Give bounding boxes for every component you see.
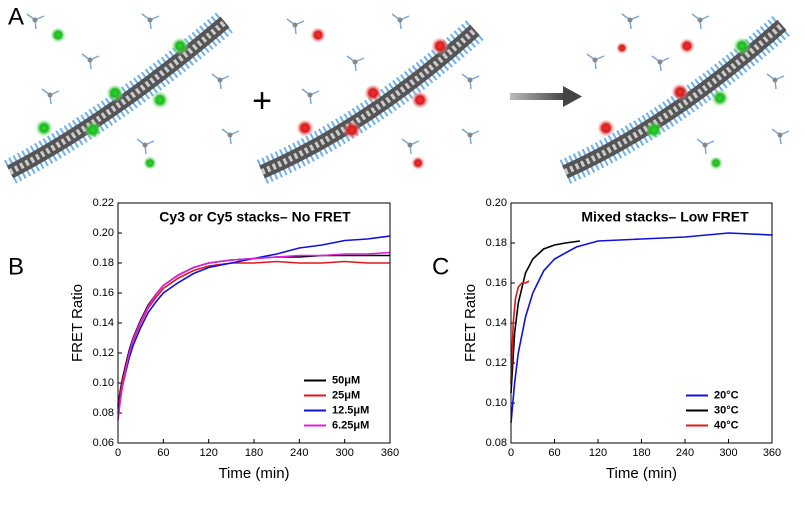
x-tick-label: 300 <box>335 447 353 459</box>
data-line <box>117 260 390 409</box>
y-tick-label: 0.12 <box>486 357 507 369</box>
x-tick-label: 240 <box>290 447 308 459</box>
y-tick-label: 0.10 <box>486 397 507 409</box>
y-tick-label: 0.20 <box>486 197 507 209</box>
x-tick-label: 60 <box>548 447 560 459</box>
legend-label: 6.25μM <box>332 419 369 431</box>
x-axis-label: Time (min) <box>606 465 677 482</box>
y-tick-label: 0.18 <box>93 257 114 269</box>
y-tick-label: 0.22 <box>93 197 114 209</box>
caption: Cy3 or Cy5 stacks– No FRET <box>159 209 351 225</box>
x-tick-label: 240 <box>676 447 694 459</box>
y-tick-label: 0.16 <box>486 277 507 289</box>
x-tick-label: 360 <box>763 447 781 459</box>
x-tick-label: 180 <box>245 447 263 459</box>
y-tick-label: 0.14 <box>93 317 114 329</box>
fiber <box>4 12 234 184</box>
y-axis-label: FRET Ratio <box>462 284 479 362</box>
data-line <box>510 240 581 394</box>
legend-label: 20°C <box>714 389 739 401</box>
fiber <box>256 20 484 184</box>
x-tick-label: 300 <box>719 447 737 459</box>
legend-label: 50μM <box>332 374 360 386</box>
y-axis-label: FRET Ratio <box>69 284 86 362</box>
x-tick-label: 0 <box>115 447 121 459</box>
y-tick-label: 0.08 <box>93 407 114 419</box>
data-line <box>510 280 530 384</box>
data-line <box>510 232 773 424</box>
y-tick-label: 0.12 <box>93 347 114 359</box>
x-tick-label: 120 <box>589 447 607 459</box>
x-axis-label: Time (min) <box>218 465 289 482</box>
y-tick-label: 0.08 <box>486 437 507 449</box>
y-tick-label: 0.10 <box>93 377 114 389</box>
plot-frame <box>117 202 391 444</box>
y-tick-label: 0.14 <box>486 317 507 329</box>
plot-frame <box>510 202 773 444</box>
panel-label: A <box>8 3 24 30</box>
caption: Mixed stacks– Low FRET <box>581 209 749 225</box>
legend-label: 30°C <box>714 404 739 416</box>
data-line <box>117 251 391 421</box>
plus-sign: + <box>252 82 272 120</box>
dyes <box>35 27 751 170</box>
fiber <box>559 15 791 184</box>
x-tick-label: 0 <box>508 447 514 459</box>
panel-label: C <box>432 253 449 280</box>
legend-label: 12.5μM <box>332 404 369 416</box>
arrow <box>510 86 582 107</box>
y-tick-label: 0.16 <box>93 287 114 299</box>
x-tick-label: 360 <box>381 447 399 459</box>
x-tick-label: 60 <box>157 447 169 459</box>
legend-label: 25μM <box>332 389 360 401</box>
y-tick-label: 0.18 <box>486 237 507 249</box>
legend-label: 40°C <box>714 419 739 431</box>
x-tick-label: 120 <box>199 447 217 459</box>
y-tick-label: 0.06 <box>93 437 114 449</box>
x-tick-label: 180 <box>632 447 650 459</box>
y-tick-label: 0.20 <box>93 227 114 239</box>
panel-label: B <box>8 253 24 280</box>
